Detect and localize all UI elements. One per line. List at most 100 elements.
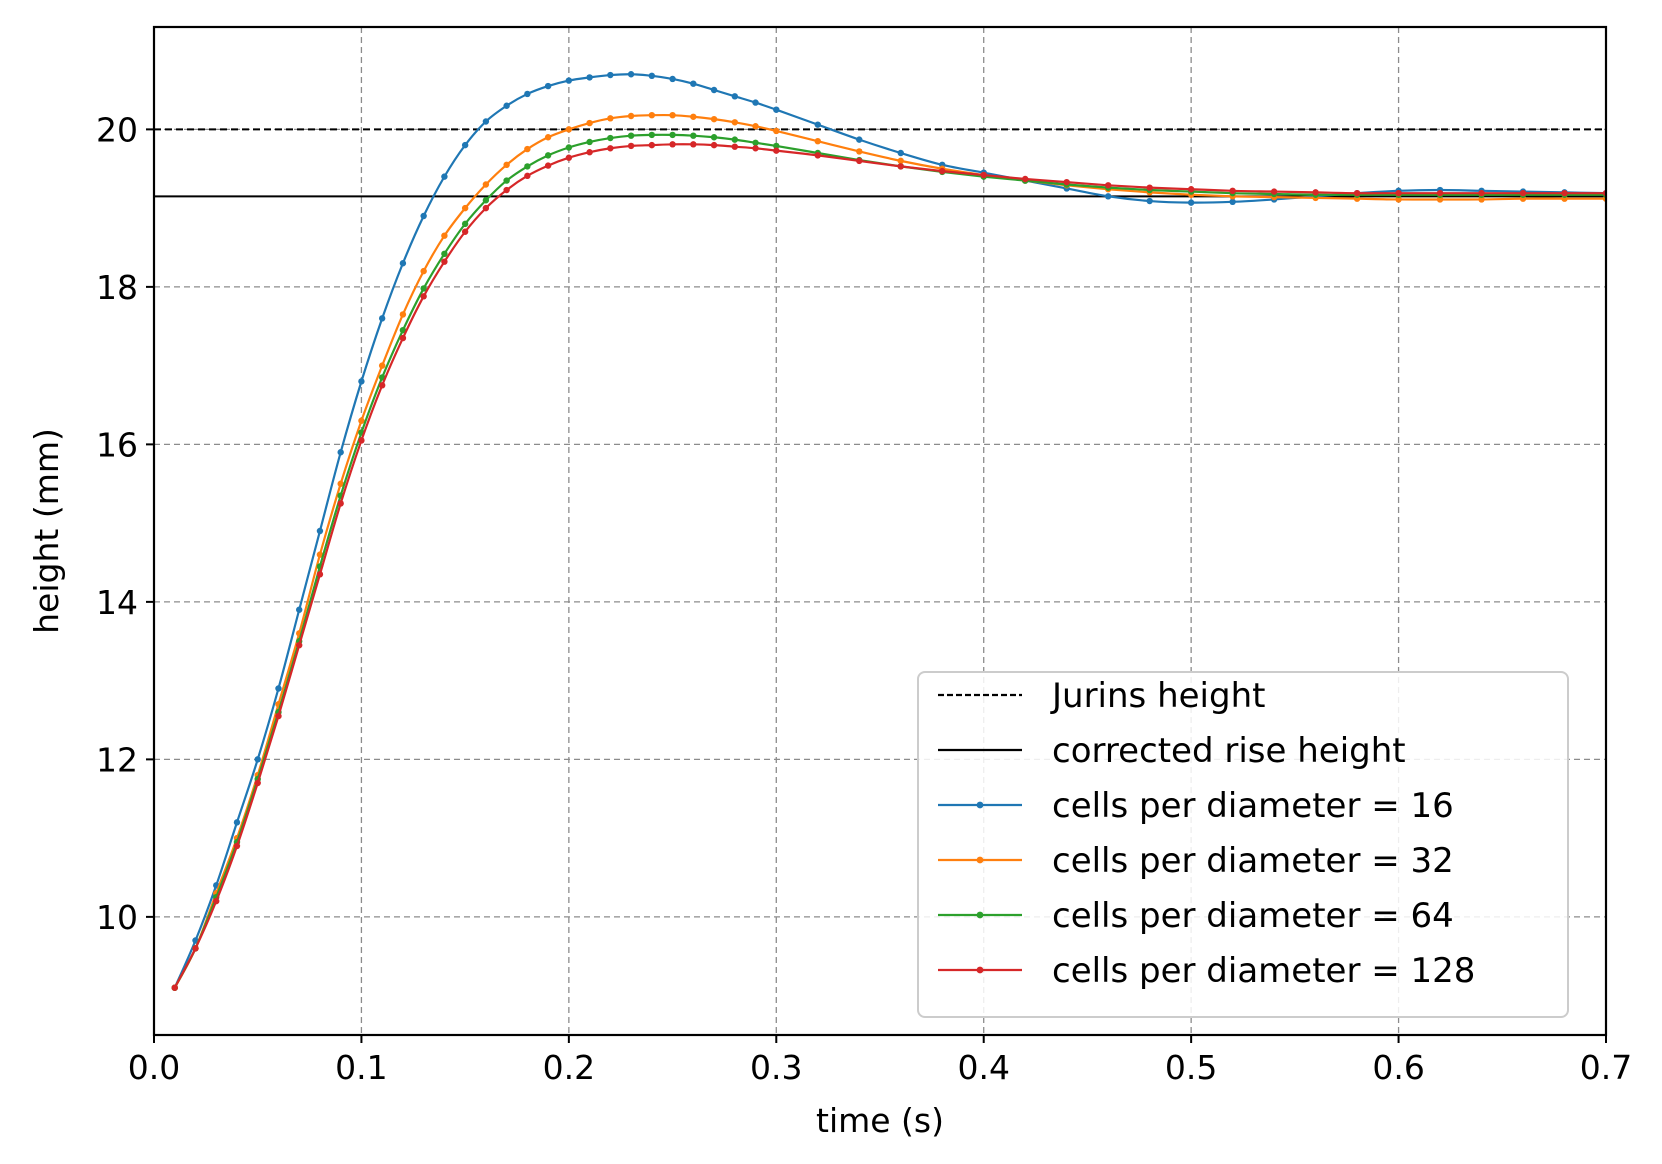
data-point: [669, 112, 676, 119]
data-point: [814, 152, 821, 159]
data-point: [213, 897, 220, 905]
data-point: [524, 163, 531, 170]
data-point: [254, 779, 261, 787]
data-point: [275, 712, 282, 720]
y-axis-label: height (mm): [27, 428, 66, 634]
data-point: [1395, 196, 1402, 203]
data-point: [503, 161, 510, 169]
data-point: [1478, 196, 1485, 203]
series-4: [171, 141, 1606, 991]
data-point: [192, 945, 199, 952]
data-point: [482, 118, 490, 125]
data-point: [627, 142, 635, 150]
data-point: [544, 82, 552, 90]
data-point: [337, 500, 344, 507]
data-point: [607, 134, 614, 142]
series-group: [171, 71, 1606, 991]
legend-label: cells per diameter = 128: [1052, 951, 1475, 991]
data-point: [296, 641, 303, 649]
data-point: [856, 157, 863, 165]
x-tick-label: 0.6: [1372, 1048, 1424, 1087]
legend-swatch-marker: [976, 966, 984, 974]
data-point: [503, 186, 510, 194]
x-tick-label: 0.1: [335, 1048, 387, 1087]
data-point: [814, 121, 821, 128]
data-point: [420, 267, 427, 275]
data-point: [648, 72, 656, 80]
data-point: [524, 145, 531, 153]
data-point: [690, 132, 697, 139]
data-point: [773, 147, 780, 154]
data-point: [690, 113, 697, 120]
data-point: [482, 204, 490, 212]
data-point: [482, 197, 490, 204]
data-point: [441, 250, 448, 257]
data-point: [586, 138, 593, 146]
data-point: [586, 149, 593, 156]
data-point: [233, 842, 241, 850]
data-point: [461, 204, 469, 212]
data-point: [752, 99, 759, 106]
data-point: [690, 141, 697, 148]
data-point: [752, 139, 759, 146]
data-point: [565, 77, 573, 84]
data-point: [275, 685, 282, 692]
legend-label: cells per diameter = 16: [1052, 786, 1454, 826]
data-point: [565, 126, 573, 133]
data-point: [1187, 186, 1195, 193]
data-point: [586, 74, 593, 81]
data-point: [1436, 196, 1444, 203]
data-point: [773, 142, 780, 150]
data-point: [856, 136, 863, 143]
data-point: [1104, 193, 1112, 200]
data-point: [399, 334, 407, 342]
data-point: [1353, 189, 1361, 197]
data-point: [296, 606, 303, 613]
data-point: [752, 145, 759, 152]
data-point: [1104, 182, 1112, 189]
y-tick-label: 12: [96, 740, 138, 779]
x-tick-label: 0.3: [750, 1048, 802, 1087]
data-point: [420, 212, 427, 220]
data-point: [524, 172, 531, 180]
data-point: [586, 119, 593, 127]
data-point: [627, 132, 635, 139]
data-point: [731, 93, 738, 100]
data-point: [627, 112, 635, 120]
data-point: [731, 119, 738, 126]
plot-area-frame: [152, 25, 1608, 1037]
x-axis-label: time (s): [816, 1101, 944, 1140]
data-point: [378, 315, 386, 322]
legend-label: cells per diameter = 32: [1052, 841, 1454, 881]
data-point: [1395, 189, 1402, 197]
x-tick-label: 0.0: [128, 1048, 180, 1087]
data-point: [316, 571, 324, 578]
data-point: [648, 112, 656, 119]
data-point: [1063, 178, 1070, 186]
data-point: [544, 134, 552, 141]
data-point: [980, 171, 987, 179]
data-point: [773, 106, 780, 113]
data-point: [378, 362, 386, 369]
data-point: [669, 131, 676, 139]
legend-label: Jurins height: [1050, 676, 1265, 716]
data-point: [897, 163, 904, 170]
y-tick-label: 18: [96, 268, 138, 307]
data-point: [420, 285, 427, 292]
data-point: [1229, 187, 1236, 194]
data-point: [607, 145, 614, 152]
data-point: [1146, 184, 1153, 191]
data-point: [648, 141, 656, 149]
data-point: [710, 134, 718, 141]
data-point: [669, 141, 676, 148]
data-point: [441, 232, 448, 239]
legend: Jurins height corrected rise height cells …: [917, 671, 1569, 1018]
data-point: [482, 181, 490, 188]
data-point: [648, 131, 656, 139]
data-point: [461, 228, 469, 235]
data-point: [503, 102, 510, 109]
series-2: [171, 112, 1606, 991]
data-point: [1146, 197, 1153, 205]
data-point: [1229, 198, 1236, 206]
